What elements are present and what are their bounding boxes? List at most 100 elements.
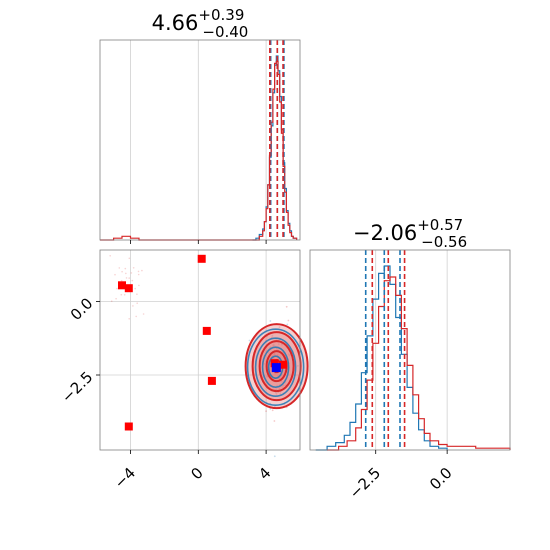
p2-sample-point [137,273,140,276]
p2-sample-point [128,318,130,320]
p2-sample-point [134,287,136,290]
p2-grid [100,250,300,450]
p2-red-square-marker [202,326,211,335]
p2-sample-point [118,267,121,269]
p1-title-plus: +0.39 [198,6,244,24]
p2-sample-point [142,313,145,315]
p2-xtick-label: 0 [187,464,206,483]
p2-sample-point [263,363,266,365]
p2-sample-point [137,270,140,273]
p3-title-value: −2.06 [353,221,417,245]
p2-sample-point [130,272,133,274]
p2-sample-point [132,305,134,307]
p2-contour-blue [246,328,305,406]
p2-sample-point [125,272,127,275]
p1-title-minus: −0.40 [202,23,248,41]
p2-sample-point [136,302,138,305]
p2-red-square-marker [279,360,288,369]
p2-ytick-label: −2.5 [58,368,96,406]
p2-sample-point [282,384,285,387]
p2-sample-point [120,279,123,282]
p2-frame [99,249,301,451]
panel-top-left: 4.66+0.39 −0.40 [99,6,301,244]
p2-sample-point [281,386,284,388]
p1-frame [99,39,301,241]
panel-bottom-right: −2.5 0.0 −2.06+0.57 −0.56 [309,216,511,502]
p3-hist-red [327,276,511,451]
p3-frame [309,249,511,451]
p3-xtick-label: 0.0 [426,464,456,494]
p2-sample-point [283,369,285,372]
p3-x-ticks: −2.5 0.0 [346,450,456,502]
p2-sample-point [297,365,299,367]
p3-title-plus: +0.57 [417,216,463,234]
p2-sample-point [269,320,272,322]
p2-sample-point [288,354,291,357]
p3-grid [375,250,448,450]
p2-sample-point [115,297,117,300]
p2-red-square-marker [124,422,133,431]
p3-hist-blue [315,265,448,451]
p2-sample-point [124,267,127,270]
p2-sample-point [281,343,283,346]
p2-sample-point [276,354,279,356]
p3-title-minus: −0.56 [421,233,467,251]
p1-title-value: 4.66 [152,11,199,35]
p2-xtick-label: 4 [255,464,274,483]
p2-sample-point [248,339,251,342]
p2-red-square-marker [118,281,126,290]
p2-sample-point [273,353,276,355]
p2-sample-point [272,343,275,346]
p3-quantile-lines [364,250,406,450]
p2-sample-point [286,323,289,326]
p2-sample-point [273,353,276,356]
p2-sample-point [110,300,113,303]
p2-red-square-marker [124,284,133,293]
p2-contour-blue [261,346,290,388]
p2-blue-square-marker [271,363,281,373]
p2-sample-point [269,367,271,370]
p2-sample-point [275,347,278,350]
panel-bottom-left: −4 0 4 0.0 −2.5 [58,249,309,492]
p2-sample-point [120,293,123,296]
p2-sample-point [275,388,278,390]
p2-sample-point [273,344,276,347]
p3-title: −2.06+0.57 −0.56 [353,216,467,251]
p2-sample-point [123,294,126,296]
p2-sample-point [287,319,290,322]
p2-sample-point [136,293,138,296]
p3-xtick-label: −2.5 [346,464,384,502]
p1-x-ticks [130,240,267,244]
p2-sample-point [275,393,278,395]
p2-sample-point [274,372,276,375]
p2-sample-point [272,344,274,347]
p2-sample-point [278,326,281,328]
p2-sample-point [135,315,137,318]
p2-sample-point [128,257,131,260]
p2-sample-point [109,255,111,257]
p2-contour-blue [254,337,297,397]
p1-grid [130,40,267,240]
p2-sample-point [116,287,118,290]
p2-ytick-label: 0.0 [67,294,97,324]
p2-xtick-label: −4 [111,464,139,492]
p1-title: 4.66+0.39 −0.40 [152,6,249,41]
p1-quantile-lines [269,40,285,240]
p2-sample-point [273,420,276,422]
p2-sample-point [273,455,276,458]
p2-sample-point [265,410,267,412]
p2-sample-point [121,270,123,273]
p2-sample-point [114,273,116,276]
p2-sample-point [138,284,140,287]
p2-sample-point [125,277,128,279]
p2-sample-point [131,279,134,282]
p2-sample-point [266,375,269,378]
p2-sample-point [269,369,272,372]
p2-sample-point [128,277,130,279]
p2-sample-point [267,352,270,354]
p2-y-ticks: 0.0 −2.5 [58,294,100,406]
p2-sample-point [277,343,280,346]
p2-red-square-marker [197,254,206,263]
p2-sample-point [272,354,274,356]
